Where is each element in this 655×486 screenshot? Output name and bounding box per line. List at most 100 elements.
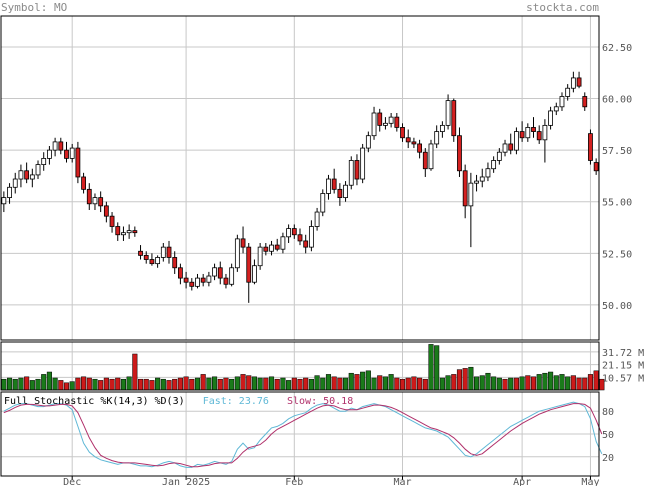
volume-bar	[115, 377, 121, 391]
candle-body	[280, 236, 286, 250]
volume-bar	[542, 372, 548, 391]
volume-bar	[428, 344, 434, 391]
volume-bar	[582, 377, 588, 391]
candle-body	[474, 180, 479, 184]
volume-bar	[382, 376, 388, 391]
volume-bar	[365, 370, 371, 391]
volume-tick-label: 31.72 M	[602, 348, 644, 359]
stochastic-legend: Full Stochastic %K(14,3) %D(3) Fast: 23.…	[4, 396, 353, 407]
fast-value: Fast: 23.76	[202, 396, 269, 407]
candle-body	[98, 197, 104, 207]
candle-body	[451, 100, 457, 137]
candle-body	[326, 178, 331, 194]
candle-body	[320, 193, 326, 213]
volume-bar	[371, 377, 377, 391]
volume-bar	[160, 378, 166, 391]
volume-bar	[81, 376, 87, 391]
candle-body	[377, 112, 383, 126]
volume-bar	[434, 345, 440, 391]
candle-body	[576, 77, 582, 87]
candle-body	[308, 226, 314, 248]
volume-bar	[525, 375, 531, 391]
volume-bar	[570, 375, 576, 391]
volume-bar	[411, 376, 417, 391]
x-tick-label: May	[581, 477, 599, 486]
volume-bar	[1, 378, 7, 391]
volume-bar	[405, 377, 411, 391]
candle-body	[314, 211, 320, 227]
volume-bar	[257, 377, 263, 391]
candle-body	[405, 137, 411, 143]
volume-bar	[35, 378, 41, 391]
candle-body	[1, 197, 7, 205]
volume-bar	[479, 375, 485, 391]
symbol-label: Symbol: MO	[1, 1, 68, 14]
volume-bar	[593, 370, 599, 391]
candle-body	[297, 234, 303, 242]
volume-bar	[240, 374, 246, 391]
stoch-line-slow	[3, 403, 603, 468]
candle-body	[69, 147, 75, 159]
volume-bar	[496, 377, 502, 391]
volume-bar	[223, 377, 229, 391]
volume-bar	[274, 378, 280, 391]
volume-bar	[155, 377, 161, 391]
price-tick-label: 60.00	[602, 95, 632, 106]
volume-bar	[502, 378, 508, 391]
candle-body	[12, 178, 18, 188]
volume-bar	[377, 375, 383, 391]
volume-bar	[451, 374, 457, 391]
candle-body	[445, 100, 451, 126]
candle-body	[234, 238, 240, 269]
candle-body	[35, 164, 41, 176]
candle-body	[593, 162, 599, 172]
volume-bar	[149, 380, 155, 391]
price-tick-label: 50.00	[602, 301, 632, 312]
volume-bar	[348, 372, 354, 391]
candle-body	[468, 182, 474, 207]
volume-bar	[132, 353, 138, 391]
candle-body	[286, 228, 292, 238]
stoch-tick-label: 80	[602, 407, 614, 418]
candle-body	[343, 184, 348, 199]
volume-bar	[177, 377, 183, 391]
candle-body	[479, 176, 485, 182]
stochastic-panel: 80 50 20	[0, 391, 614, 477]
volume-bar	[491, 376, 497, 391]
candle-body	[177, 267, 183, 279]
volume-bar	[587, 374, 594, 391]
volume-bar	[41, 374, 47, 391]
volume-bar	[553, 375, 559, 391]
candle-body	[121, 232, 126, 236]
candle-body	[422, 151, 428, 170]
volume-bar	[18, 377, 24, 391]
x-tick-label: Apr	[513, 477, 531, 486]
candle-body	[365, 135, 371, 149]
candle-body	[18, 170, 24, 180]
stoch-tick-label: 20	[602, 453, 614, 464]
volume-bar	[548, 371, 554, 391]
candle-body	[548, 110, 553, 126]
price-tick-label: 62.50	[602, 43, 632, 54]
volume-bar	[508, 377, 514, 391]
candle-body	[138, 250, 143, 256]
candle-body	[252, 265, 257, 283]
volume-tick-label: 10.57 M	[602, 373, 644, 384]
volume-bar	[229, 378, 235, 391]
candle-body	[508, 143, 514, 151]
volume-bar	[576, 377, 582, 391]
volume-bar	[445, 375, 451, 391]
volume-bar	[194, 377, 201, 391]
volume-bar	[343, 377, 349, 391]
candle-body	[331, 178, 337, 190]
candle-body	[274, 244, 280, 250]
candle-body	[531, 127, 536, 132]
volume-bar	[559, 374, 565, 391]
candle-body	[525, 127, 531, 139]
candle-body	[582, 96, 588, 108]
x-tick-label: Jan 2025	[162, 477, 210, 486]
volume-bar	[320, 377, 326, 391]
volume-bar	[206, 377, 212, 391]
candle-body	[149, 259, 155, 265]
candle-body	[371, 112, 377, 137]
